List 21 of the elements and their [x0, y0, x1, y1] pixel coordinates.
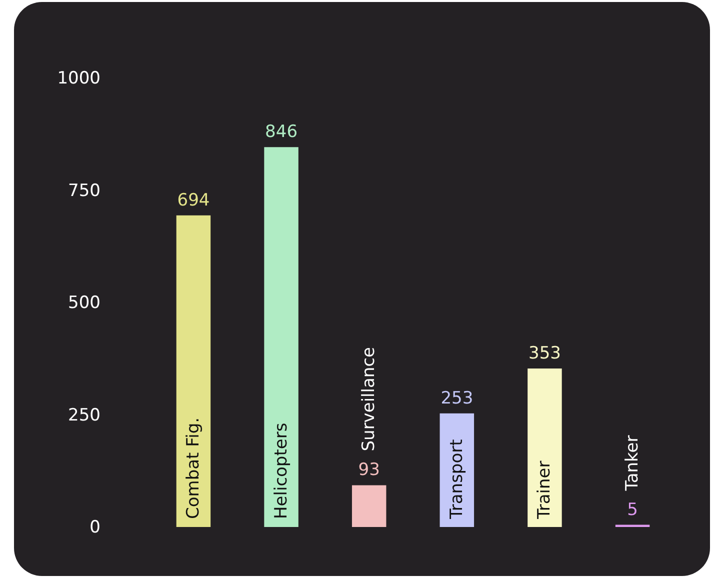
y-tick-label: 1000	[57, 68, 100, 88]
x-tick-label: Helicopters	[271, 422, 292, 519]
bar	[264, 147, 298, 527]
x-tick-label: Tanker	[622, 435, 643, 492]
y-tick-label: 500	[68, 293, 100, 313]
data-label: 5	[627, 500, 638, 520]
bar	[176, 215, 211, 527]
data-label: 846	[265, 122, 298, 142]
y-tick-label: 250	[68, 405, 100, 426]
x-tick-label: Combat Fig.	[183, 417, 204, 519]
data-label: 253	[440, 388, 474, 408]
data-label: 93	[358, 460, 380, 480]
data-label: 353	[528, 344, 561, 364]
x-tick-label: Surveillance	[359, 346, 380, 452]
bar	[352, 485, 386, 527]
data-label: 694	[177, 190, 210, 210]
x-tick-label: Trainer	[534, 460, 555, 520]
y-tick-label: 0	[90, 518, 100, 538]
x-tick-label: Transport	[446, 438, 467, 520]
bar	[528, 368, 562, 527]
y-tick-label: 750	[68, 180, 100, 201]
